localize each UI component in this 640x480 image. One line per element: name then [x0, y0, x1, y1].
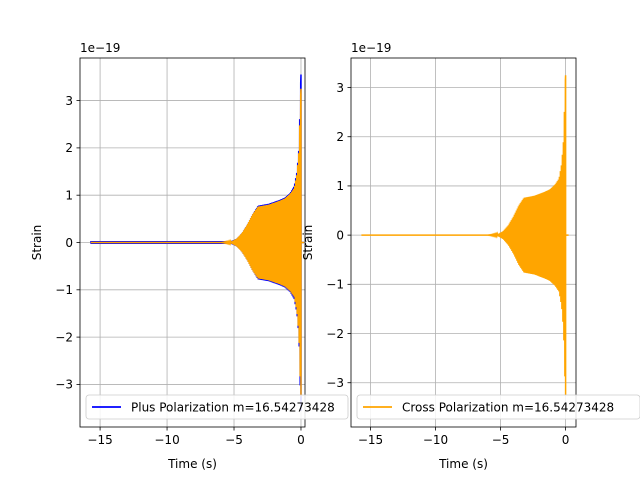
- y-tick-label: −2: [326, 327, 344, 341]
- legend-box: [356, 394, 640, 420]
- series-line-cross-polarization: [90, 88, 304, 397]
- y-tick-label: 1: [336, 179, 344, 193]
- y-tick-label: −1: [326, 278, 344, 292]
- y-tick-label: −1: [55, 283, 73, 297]
- x-tick-label: −15: [358, 433, 383, 447]
- y-axis-label: Strain: [30, 225, 44, 261]
- x-tick-label: −5: [225, 433, 243, 447]
- legend-label-plus: Plus Polarization m=16.54273428: [131, 401, 335, 415]
- x-axis-label: Time (s): [438, 457, 488, 471]
- series-line-cross-polarization: [361, 75, 569, 396]
- series-group: [89, 74, 304, 411]
- y-tick-label: 1: [65, 188, 73, 202]
- y-axis-ticks: −3 −2 −1 0 1 2 3: [55, 94, 80, 392]
- plot-area: [89, 74, 304, 411]
- x-tick-label: −15: [87, 433, 112, 447]
- y-tick-label: 2: [336, 130, 344, 144]
- x-tick-label: −10: [154, 433, 179, 447]
- x-tick-label: 0: [562, 433, 570, 447]
- x-tick-label: 0: [297, 433, 305, 447]
- y-tick-label: −2: [55, 330, 73, 344]
- y-offset-label: 1e−19: [80, 41, 120, 55]
- legend: Cross Polarization m=16.54273428: [356, 394, 640, 420]
- y-offset-label: 1e−19: [351, 41, 391, 55]
- legend: Plus Polarization m=16.54273428: [85, 394, 349, 420]
- y-tick-label: 0: [65, 236, 73, 250]
- series-group: [361, 75, 569, 396]
- y-tick-label: 3: [65, 94, 73, 108]
- y-tick-label: 0: [336, 228, 344, 242]
- y-tick-label: 2: [65, 141, 73, 155]
- axes-frame: [350, 57, 577, 428]
- x-tick-label: −5: [492, 433, 510, 447]
- y-tick-label: 3: [336, 81, 344, 95]
- legend-label-cross: Cross Polarization m=16.54273428: [402, 401, 614, 415]
- y-axis-ticks: −3 −2 −1 0 1 2 3: [326, 81, 351, 390]
- y-tick-label: −3: [55, 378, 73, 392]
- y-axis-label: Strain: [301, 225, 315, 261]
- x-axis-ticks: −15 −10 −5 0: [87, 427, 305, 447]
- plot-area: [361, 75, 569, 396]
- legend-box: [85, 394, 349, 420]
- x-axis-label: Time (s): [167, 457, 217, 471]
- x-axis-ticks: −15 −10 −5 0: [358, 427, 570, 447]
- y-tick-label: −3: [326, 376, 344, 390]
- x-tick-label: −10: [423, 433, 448, 447]
